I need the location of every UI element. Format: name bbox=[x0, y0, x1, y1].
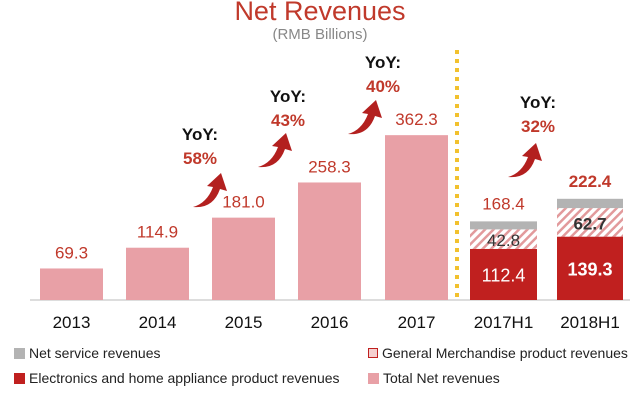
data-label-total: 114.9 bbox=[137, 223, 178, 242]
chart-title: Net Revenues bbox=[234, 0, 406, 26]
legend-item-total: Total Net revenues bbox=[368, 370, 500, 386]
bar-total-2016 bbox=[298, 182, 361, 300]
bar-total-2017 bbox=[385, 135, 448, 300]
x-tick-label: 2016 bbox=[311, 313, 349, 332]
data-label-total: 222.4 bbox=[569, 172, 612, 191]
x-tick-label: 2017 bbox=[398, 313, 436, 332]
yoy-label: YoY: bbox=[270, 87, 306, 106]
yoy-value: 58% bbox=[183, 149, 217, 168]
x-tick-label: 2015 bbox=[225, 313, 263, 332]
bar-total-2013 bbox=[40, 268, 103, 300]
data-label-total: 362.3 bbox=[395, 110, 438, 129]
data-label-total: 69.3 bbox=[55, 243, 88, 262]
legend-item-electronics: Electronics and home appliance product r… bbox=[14, 370, 340, 386]
bar-electronics-2017H1 bbox=[470, 248, 537, 300]
legend-item-service: Net service revenues bbox=[14, 345, 161, 361]
data-label-total: 168.4 bbox=[482, 194, 525, 213]
data-label-total: 258.3 bbox=[308, 157, 351, 176]
data-label-electronics: 112.4 bbox=[482, 265, 526, 285]
data-label-merch: 62.7 bbox=[573, 214, 606, 233]
yoy-value: 32% bbox=[521, 117, 555, 136]
yoy-label: YoY: bbox=[182, 125, 218, 144]
data-label-total: 181.0 bbox=[222, 193, 265, 212]
bar-total-2014 bbox=[126, 247, 189, 300]
bar-merch-2018H1 bbox=[557, 208, 623, 237]
growth-arrow-icon bbox=[508, 143, 542, 178]
bar-electronics-2018H1 bbox=[557, 236, 623, 300]
bar-service-2017H1 bbox=[470, 221, 537, 230]
bar-service-2018H1 bbox=[557, 198, 623, 209]
yoy-label: YoY: bbox=[365, 53, 401, 72]
x-tick-label: 2018H1 bbox=[560, 313, 620, 332]
bar-total-2015 bbox=[212, 217, 275, 300]
x-tick-label: 2017H1 bbox=[474, 313, 534, 332]
growth-arrow-icon bbox=[348, 100, 382, 135]
yoy-label: YoY: bbox=[520, 93, 556, 112]
data-label-electronics: 139.3 bbox=[567, 259, 612, 279]
yoy-value: 40% bbox=[366, 77, 400, 96]
chart-subtitle: (RMB Billions) bbox=[272, 26, 368, 43]
growth-arrow-icon bbox=[193, 173, 227, 208]
x-tick-label: 2014 bbox=[139, 313, 177, 332]
growth-arrow-icon bbox=[258, 133, 292, 168]
x-tick-label: 2013 bbox=[53, 313, 91, 332]
legend-item-merch: General Merchandise product revenues bbox=[368, 345, 628, 361]
yoy-value: 43% bbox=[271, 111, 305, 130]
bar-merch-2017H1 bbox=[470, 229, 537, 249]
data-label-merch: 42.8 bbox=[487, 231, 520, 250]
